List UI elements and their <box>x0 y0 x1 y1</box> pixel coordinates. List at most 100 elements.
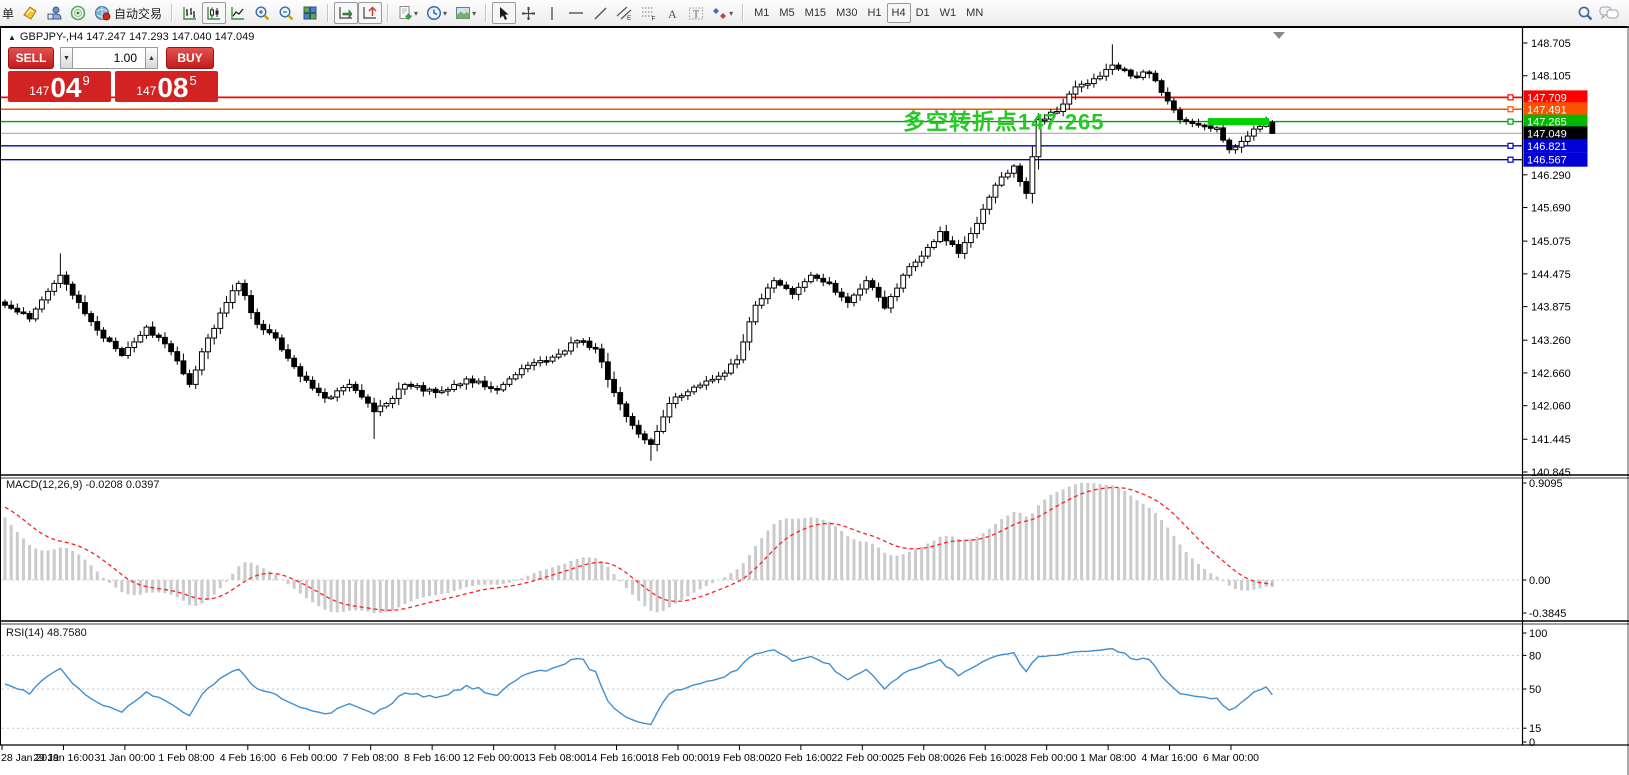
toolbar-separator <box>171 4 174 22</box>
svg-text:0: 0 <box>1529 737 1535 749</box>
svg-text:148.705: 148.705 <box>1531 38 1571 50</box>
crosshair-icon[interactable] <box>516 2 540 24</box>
add-indicator-button[interactable]: ▾ <box>394 2 422 24</box>
svg-text:14 Feb 16:00: 14 Feb 16:00 <box>586 752 648 764</box>
highlight-trend-segment[interactable] <box>1207 118 1270 126</box>
svg-text:147.491: 147.491 <box>1527 104 1567 116</box>
svg-text:147.709: 147.709 <box>1527 92 1567 104</box>
timeframe-M1[interactable]: M1 <box>754 7 770 19</box>
svg-text:100: 100 <box>1529 628 1547 640</box>
svg-text:148.105: 148.105 <box>1531 71 1571 83</box>
annotation-text[interactable]: 多空转折点147.265 <box>903 110 1105 135</box>
timeframe-M30[interactable]: M30 <box>836 7 858 19</box>
chart-shift-icon[interactable] <box>358 2 383 24</box>
rsi-line <box>4 647 1273 726</box>
chat-icon[interactable] <box>1597 2 1621 24</box>
bar-chart-icon[interactable] <box>178 2 202 24</box>
zoom-in-icon[interactable] <box>250 2 274 24</box>
toolbar-separator <box>485 4 488 22</box>
svg-text:1 Mar 08:00: 1 Mar 08:00 <box>1080 752 1136 764</box>
main-toolbar: 单 自动交易 ▾ ▾ <box>0 0 1629 26</box>
auto-scroll-icon[interactable] <box>334 2 359 24</box>
svg-text:8 Feb 16:00: 8 Feb 16:00 <box>404 752 460 764</box>
line-chart-icon[interactable] <box>226 2 250 24</box>
svg-text:26 Feb 16:00: 26 Feb 16:00 <box>954 752 1016 764</box>
text-icon[interactable]: A <box>660 2 684 24</box>
profile-icon[interactable] <box>42 2 66 24</box>
svg-text:0.00: 0.00 <box>1529 575 1550 587</box>
new-order-button[interactable]: 单 <box>2 6 15 21</box>
chevron-down-icon: ▾ <box>443 8 448 18</box>
horizontal-line-icon[interactable] <box>564 2 588 24</box>
timeframe-MN[interactable]: MN <box>966 7 984 19</box>
candlestick-chart-icon[interactable] <box>202 2 227 24</box>
indicator-scales[interactable]: 0.9095 0.00 -0.3845 100 80 50 15 0 <box>1522 478 1567 749</box>
svg-text:22 Feb 00:00: 22 Feb 00:00 <box>831 752 893 764</box>
timeframe-M15[interactable]: M15 <box>804 7 827 19</box>
svg-text:50: 50 <box>1529 684 1541 696</box>
svg-text:1 Feb 08:00: 1 Feb 08:00 <box>158 752 214 764</box>
price-level-badge <box>1523 152 1588 167</box>
periods-button[interactable]: ▾ <box>422 2 451 24</box>
toolbar-separator <box>327 4 330 22</box>
svg-text:147.265: 147.265 <box>1527 117 1567 129</box>
price-axis[interactable]: 148.705 148.105 146.290 145.690 145.075 144.4… <box>1522 38 1588 479</box>
toolbar-separator <box>742 4 745 22</box>
svg-text:12 Feb 00:00: 12 Feb 00:00 <box>463 752 525 764</box>
text-label-icon[interactable]: T <box>684 2 708 24</box>
timeframe-group: M1 M5 M15 M30 H1 H4 D1 W1 MN <box>749 3 988 23</box>
vertical-line-icon[interactable] <box>540 2 564 24</box>
collapse-arrow-icon[interactable]: ▲ <box>8 33 16 42</box>
price-level-badge <box>1523 102 1588 117</box>
svg-text:28 Feb 00:00: 28 Feb 00:00 <box>1016 752 1078 764</box>
svg-text:29 Jan 16:00: 29 Jan 16:00 <box>33 752 94 764</box>
market-watch-icon[interactable] <box>18 2 42 24</box>
volume-increase-button[interactable]: ▲ <box>145 47 158 69</box>
svg-text:F: F <box>651 16 655 22</box>
timeframe-H1[interactable]: H1 <box>867 7 882 19</box>
candlestick-series <box>2 44 1276 461</box>
sell-button[interactable]: SELL <box>8 47 54 69</box>
svg-text:143.875: 143.875 <box>1531 302 1571 314</box>
svg-text:143.260: 143.260 <box>1531 335 1571 347</box>
volume-decrease-button[interactable]: ▼ <box>60 47 73 69</box>
timeframe-M5[interactable]: M5 <box>779 7 795 19</box>
fibonacci-icon[interactable]: F <box>636 2 660 24</box>
price-level-badge <box>1523 90 1588 105</box>
buy-button[interactable]: BUY <box>166 47 214 69</box>
chevron-down-icon: ▾ <box>472 8 477 18</box>
templates-button[interactable]: ▾ <box>451 2 480 24</box>
svg-text:142.660: 142.660 <box>1531 368 1571 380</box>
rsi-label: RSI(14) 48.7580 <box>6 627 87 639</box>
signals-icon[interactable] <box>66 2 90 24</box>
timeframe-W1[interactable]: W1 <box>939 7 957 19</box>
volume-input[interactable] <box>73 47 145 69</box>
svg-text:0.9095: 0.9095 <box>1529 478 1563 490</box>
zoom-out-icon[interactable] <box>274 2 298 24</box>
tile-windows-icon[interactable] <box>298 2 322 24</box>
cursor-icon[interactable] <box>492 2 517 24</box>
svg-text:15: 15 <box>1529 723 1541 735</box>
search-icon[interactable] <box>1573 2 1597 24</box>
chart-shift-marker[interactable] <box>1273 32 1285 39</box>
chevron-down-icon: ▾ <box>414 8 419 18</box>
timeframe-H4[interactable]: H4 <box>886 3 911 23</box>
arrows-button[interactable]: ▾ <box>708 2 737 24</box>
sell-price-display[interactable]: 147 04 9 <box>8 71 111 102</box>
equidistant-channel-icon[interactable]: E <box>612 2 636 24</box>
timeframe-D1[interactable]: D1 <box>915 7 930 19</box>
svg-text:13 Feb 08:00: 13 Feb 08:00 <box>524 752 586 764</box>
buy-price-display[interactable]: 147 08 5 <box>115 71 218 102</box>
svg-text:25 Feb 08:00: 25 Feb 08:00 <box>893 752 955 764</box>
svg-text:T: T <box>693 9 699 20</box>
svg-text:28 Jan 2019: 28 Jan 2019 <box>1 752 59 764</box>
svg-text:A: A <box>668 7 677 21</box>
auto-trading-label: 自动交易 <box>114 6 163 21</box>
trend-line-icon[interactable] <box>588 2 612 24</box>
svg-text:19 Feb 08:00: 19 Feb 08:00 <box>708 752 770 764</box>
auto-trading-button[interactable]: 自动交易 <box>90 2 166 24</box>
svg-text:146.290: 146.290 <box>1531 170 1571 182</box>
chart-canvas[interactable]: 多空转折点147.265 148.705 148.105 146.290 145.690… <box>0 26 1629 775</box>
